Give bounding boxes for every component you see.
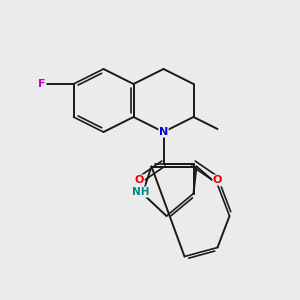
Text: O: O [135, 175, 144, 185]
Text: O: O [213, 175, 222, 185]
Text: NH: NH [132, 187, 150, 197]
Text: N: N [159, 127, 168, 137]
Text: F: F [38, 79, 46, 89]
